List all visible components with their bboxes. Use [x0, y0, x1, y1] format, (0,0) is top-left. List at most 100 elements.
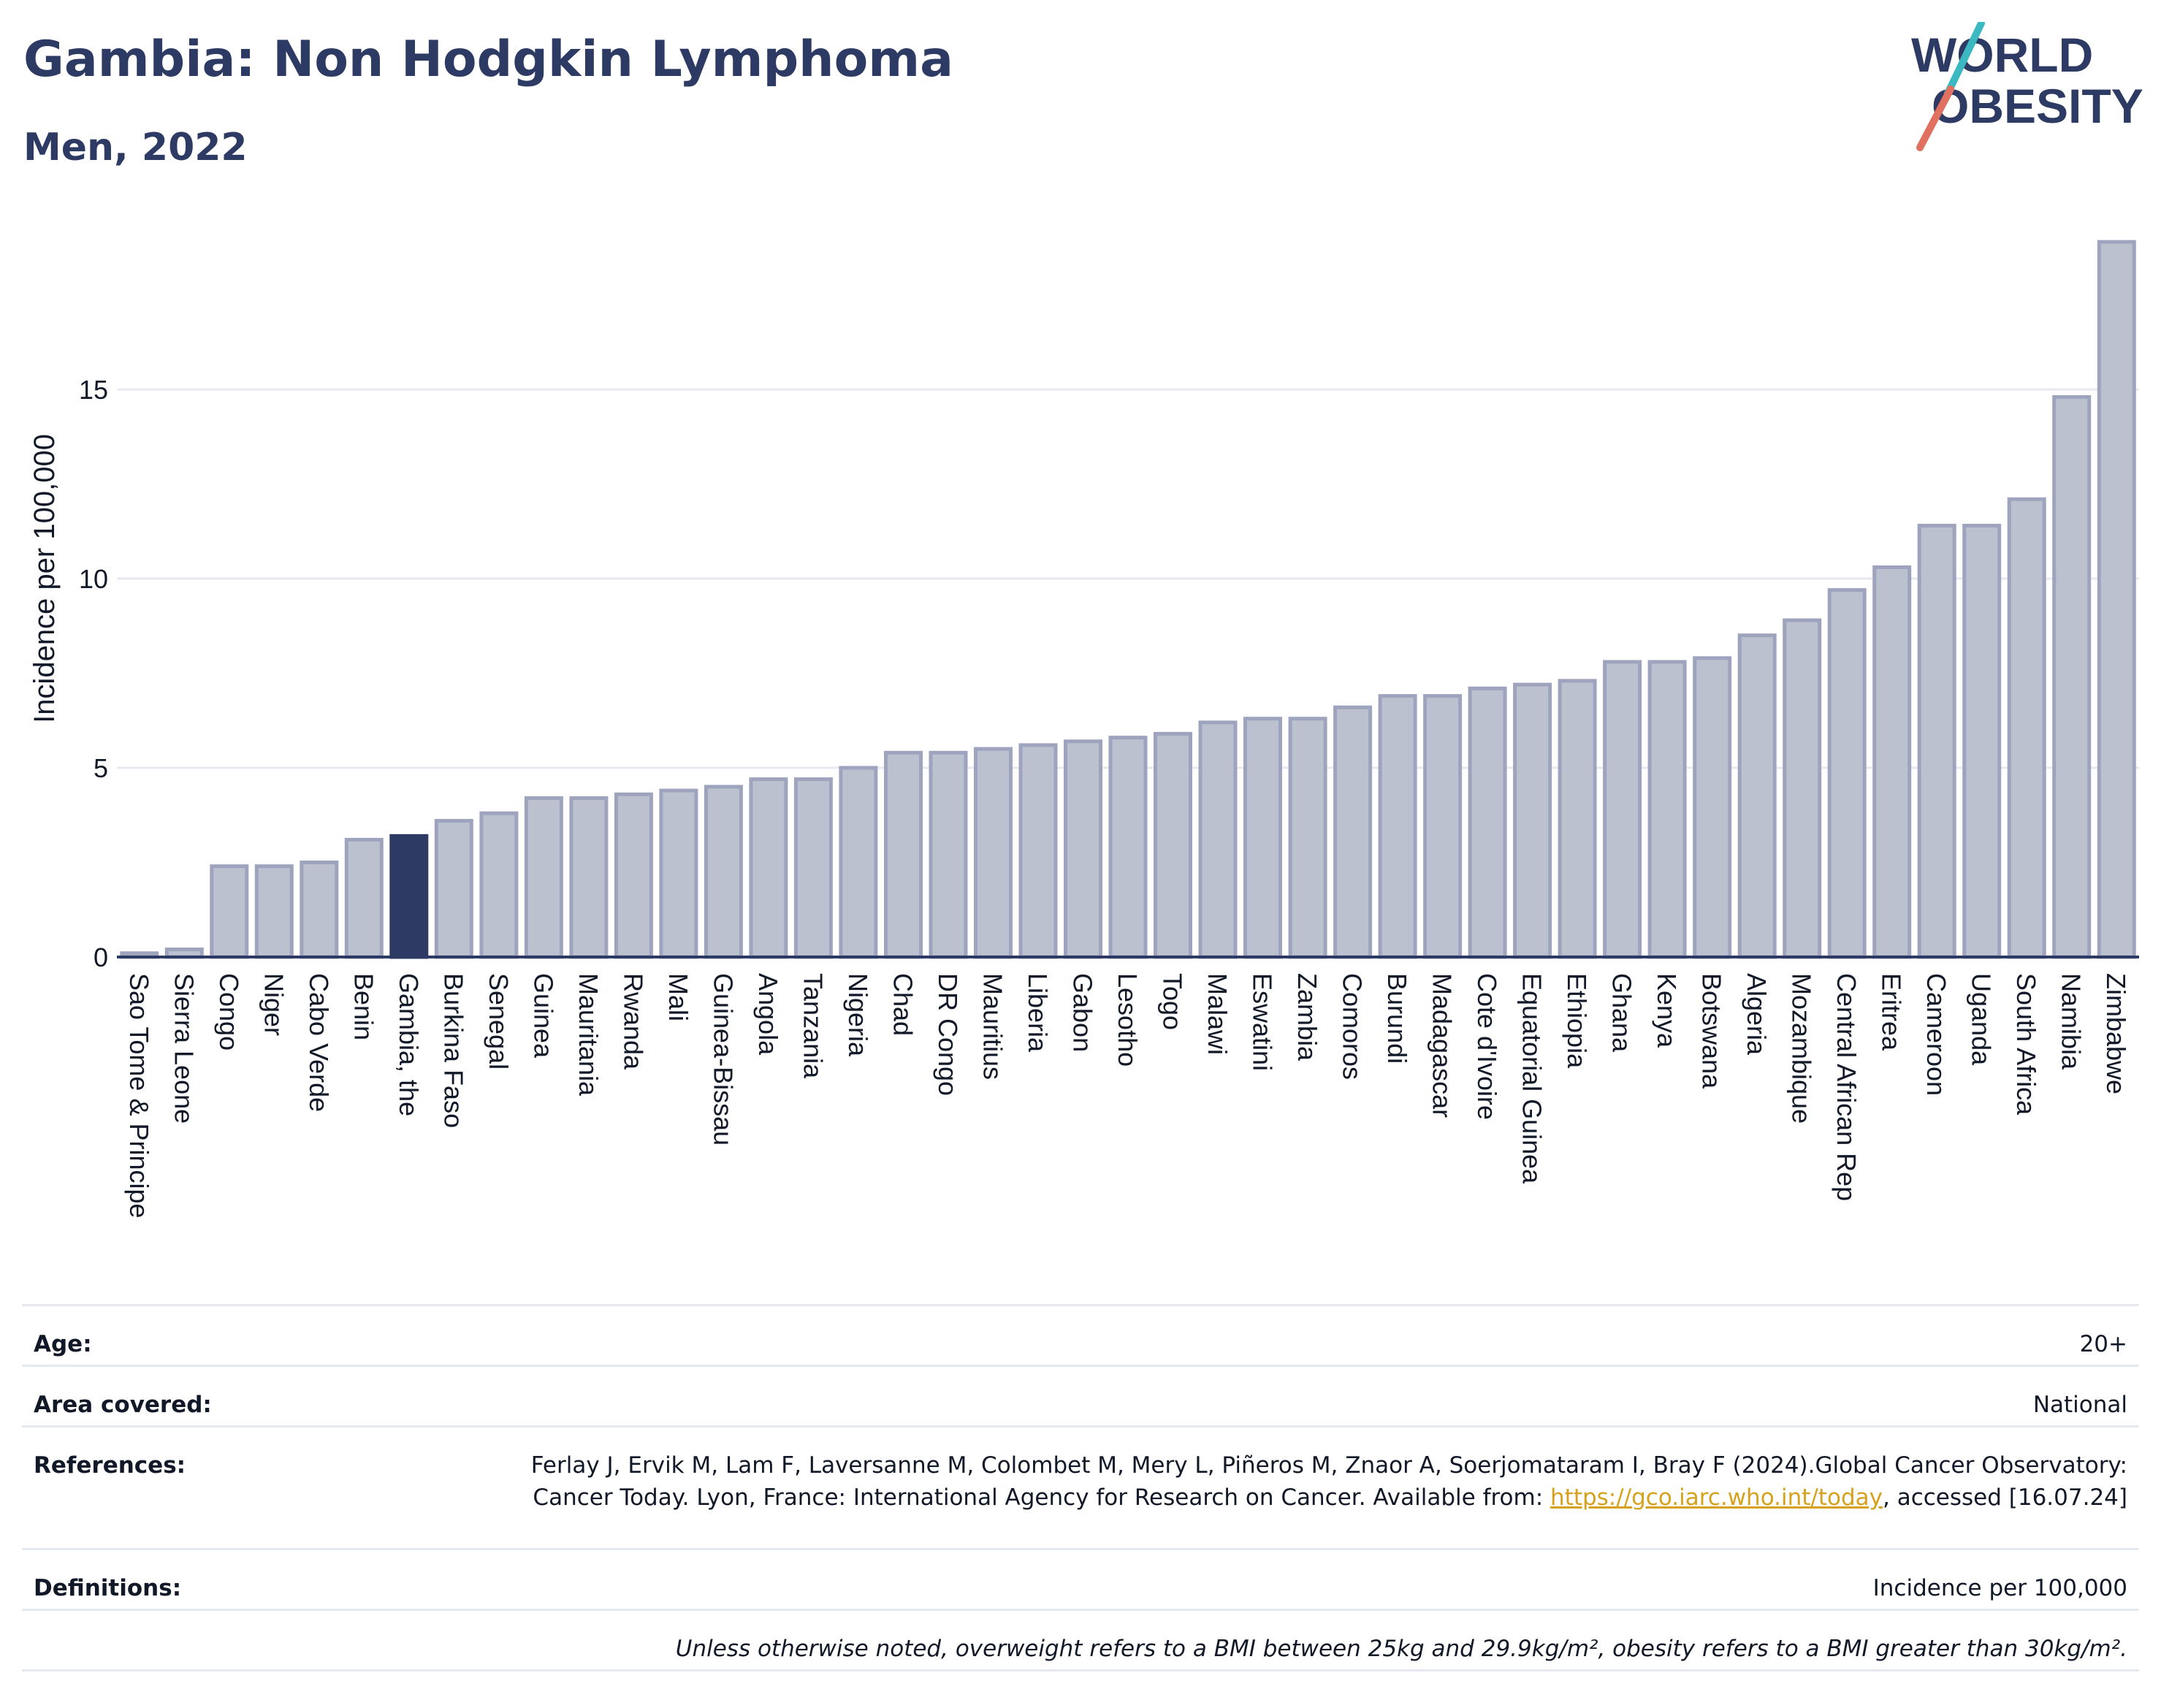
bar: [974, 747, 1013, 959]
logo-slash-teal: [1944, 22, 1985, 97]
bar: [1064, 739, 1102, 959]
chart-subtitle: Men, 2022: [23, 126, 248, 169]
x-tick-label: Cote d'Ivoire: [1472, 973, 1502, 1120]
bmi-note: Unless otherwise noted, overweight refer…: [675, 1636, 2127, 1662]
x-tick-label: Tanzania: [798, 973, 828, 1079]
x-tick-label: Gambia, the: [394, 973, 424, 1116]
x-tick-label: Central African Rep: [1832, 973, 1861, 1201]
x-tick-label: Zimbabwe: [2101, 973, 2131, 1094]
x-tick-label: Guinea: [528, 973, 558, 1059]
meta-row-note: Unless otherwise noted, overweight refer…: [22, 1609, 2139, 1669]
bar: [704, 785, 743, 959]
x-tick-label: DR Congo: [933, 973, 963, 1096]
bar: [1154, 731, 1192, 959]
meta-bottom-rule: [22, 1669, 2139, 1671]
bar: [300, 861, 339, 959]
y-axis-label: Incidence per 100,000: [28, 434, 61, 723]
x-tick-label: Madagascar: [1428, 973, 1457, 1118]
references-link[interactable]: https://gco.iarc.who.int/today: [1550, 1484, 1883, 1511]
x-tick-label: South Africa: [2011, 973, 2041, 1116]
x-tick-label: Kenya: [1652, 973, 1682, 1048]
x-tick-label: Ethiopia: [1562, 973, 1592, 1069]
age-value: 20+: [2079, 1331, 2127, 1357]
bar: [254, 864, 294, 959]
x-tick-label: Angola: [753, 973, 783, 1056]
bar: [1243, 717, 1282, 959]
definitions-label: Definitions:: [34, 1575, 182, 1601]
meta-row-area: Area covered: National: [22, 1365, 2139, 1425]
bar: [1827, 588, 1867, 959]
chart-title: Gambia: Non Hodgkin Lymphoma: [23, 31, 954, 88]
definitions-value: Incidence per 100,000: [1872, 1575, 2127, 1601]
bar: [1783, 618, 1822, 959]
bar: [659, 788, 698, 959]
x-tick-label: Mali: [663, 973, 693, 1021]
x-tick-label: Botswana: [1697, 973, 1727, 1089]
x-tick-label: Zambia: [1292, 973, 1322, 1061]
y-tick-label: 10: [79, 564, 108, 594]
x-tick-label: Guinea-Bissau: [708, 973, 738, 1145]
x-tick-label: Sao Tome & Principe: [124, 973, 154, 1219]
bar: [1917, 524, 1956, 959]
bar: [614, 792, 653, 959]
bar: [1558, 679, 1597, 959]
label-layer: 0 5 10 15 Sao Tome & Principe Sierra Leone Con…: [79, 375, 2131, 1218]
references-text-1: Ferlay J, Ervik M, Lam F, Laversanne M, …: [530, 1452, 2127, 1511]
x-tick-label: Nigeria: [843, 973, 873, 1057]
x-tick-label: Eritrea: [1877, 973, 1907, 1051]
meta-row-age: Age: 20+: [22, 1304, 2139, 1365]
x-tick-label: Equatorial Guinea: [1517, 973, 1547, 1184]
bar: [1603, 660, 1642, 959]
x-tick-label: Chad: [888, 973, 918, 1036]
x-tick-label: Rwanda: [618, 973, 648, 1070]
logo-text-obesity: OBESITY: [1932, 79, 2143, 133]
bar: [1018, 743, 1058, 959]
bar: [2007, 497, 2046, 959]
bar: [1198, 720, 1238, 959]
x-tick-label: Cabo Verde: [304, 973, 334, 1112]
bar: [1872, 565, 1912, 959]
x-tick-label: Togo: [1158, 973, 1188, 1030]
meta-row-definitions: Definitions: Incidence per 100,000: [22, 1548, 2139, 1609]
references-label: References:: [34, 1452, 186, 1479]
bar: [1108, 736, 1148, 959]
bar: [1513, 682, 1552, 959]
x-tick-label: Uganda: [1967, 973, 1997, 1066]
x-tick-label: Burkina Faso: [438, 973, 468, 1128]
x-tick-label: Burundi: [1382, 973, 1412, 1064]
bar: [1962, 524, 2002, 959]
area-label: Area covered:: [34, 1392, 212, 1418]
x-tick-label: Liberia: [1023, 973, 1053, 1053]
world-obesity-logo: WORLD OBESITY: [1911, 22, 2143, 151]
x-tick-label: Congo: [214, 973, 244, 1051]
bar-highlighted: [389, 834, 429, 959]
bar: [344, 837, 384, 959]
x-tick-label: Mauritius: [978, 973, 1008, 1080]
x-tick-label: Niger: [259, 973, 289, 1036]
bar: [1333, 705, 1373, 959]
bar: [569, 796, 609, 959]
x-tick-label: Lesotho: [1113, 973, 1143, 1067]
x-tick-label: Ghana: [1607, 973, 1637, 1053]
x-tick-label: Eswatini: [1248, 973, 1278, 1071]
logo-slash-coral: [1916, 85, 1954, 151]
references-text-2: , accessed [16.07.24]: [1882, 1484, 2127, 1511]
x-tick-label: Malawi: [1203, 973, 1232, 1055]
age-label: Age:: [34, 1331, 92, 1357]
x-tick-label: Cameroon: [1921, 973, 1951, 1096]
bar: [749, 777, 788, 959]
bar: [524, 796, 563, 959]
y-tick-label: 0: [94, 942, 108, 972]
area-value: National: [2032, 1392, 2127, 1418]
bar: [1693, 656, 1732, 959]
bar: [2052, 394, 2092, 959]
x-tick-label: Comoros: [1338, 973, 1368, 1080]
bar: [1647, 660, 1687, 959]
bar: [1423, 694, 1463, 959]
x-tick-label: Benin: [348, 973, 378, 1040]
x-tick-label: Algeria: [1742, 973, 1772, 1056]
bar: [2097, 240, 2136, 959]
x-tick-label: Senegal: [484, 973, 514, 1070]
references-value: Ferlay J, Ervik M, Lam F, Laversanne M, …: [447, 1449, 2127, 1514]
bar-layer: [120, 240, 2136, 959]
